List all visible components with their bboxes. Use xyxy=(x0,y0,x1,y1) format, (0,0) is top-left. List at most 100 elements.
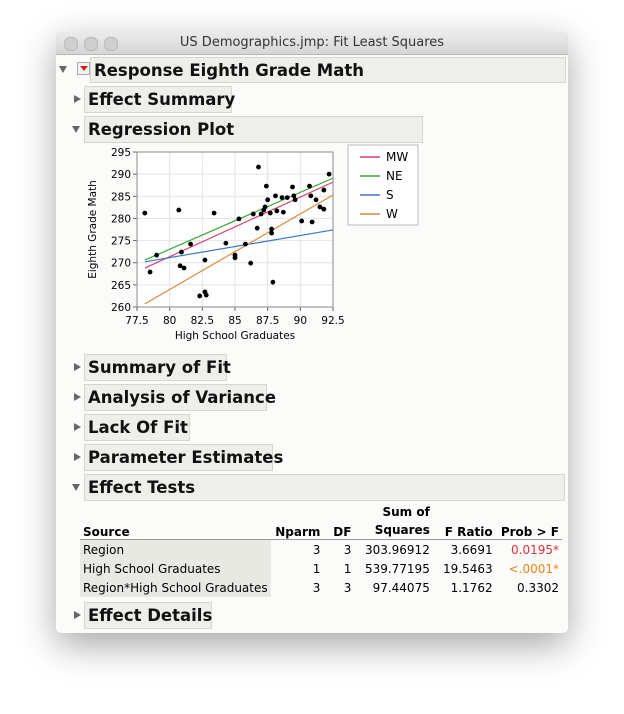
disclosure-triangle[interactable] xyxy=(74,363,81,371)
data-point xyxy=(236,216,242,222)
data-point xyxy=(267,210,273,216)
x-tick-label: 80 xyxy=(163,315,176,327)
data-point xyxy=(269,230,274,236)
minimize-button[interactable] xyxy=(84,37,98,51)
column-header: Source xyxy=(80,503,271,540)
data-point xyxy=(279,195,285,201)
data-point xyxy=(250,211,256,217)
y-axis-label: Eighth Grade Math xyxy=(87,180,99,279)
section-header[interactable]: Summary of Fit xyxy=(84,354,231,381)
x-tick-label: 85 xyxy=(228,315,241,327)
table-cell: 1 xyxy=(312,561,321,576)
data-point xyxy=(258,211,264,217)
data-point xyxy=(273,193,278,199)
data-point xyxy=(202,257,208,263)
data-point xyxy=(317,204,323,210)
table-row: Region 3 3 303.96912 3.6691 0.0195* xyxy=(80,539,562,559)
disclosure-triangle[interactable] xyxy=(74,453,81,461)
data-point xyxy=(197,293,203,299)
table-cell: 3 xyxy=(343,580,352,595)
data-point xyxy=(280,209,286,215)
data-point xyxy=(256,164,261,170)
data-point xyxy=(263,183,269,189)
disclosure-triangle[interactable] xyxy=(72,126,80,133)
data-point xyxy=(248,260,254,266)
section-header[interactable]: Lack Of Fit xyxy=(84,414,190,441)
table-row: High School Graduates 1 1 539.77195 19.5463 <… xyxy=(80,559,562,578)
data-point xyxy=(188,241,193,247)
disclosure-triangle[interactable] xyxy=(72,484,80,491)
data-point xyxy=(203,292,209,298)
data-point xyxy=(232,255,238,261)
legend-label: NE xyxy=(386,169,403,183)
y-tick-label: 260 xyxy=(111,302,131,314)
data-point xyxy=(142,210,148,216)
data-point xyxy=(179,249,184,255)
data-point xyxy=(299,218,305,224)
section-header[interactable]: Effect Summary xyxy=(84,86,235,113)
y-tick-label: 285 xyxy=(111,191,131,203)
data-point xyxy=(211,210,217,216)
column-header: DF xyxy=(323,503,355,540)
close-button[interactable] xyxy=(64,37,78,51)
plot-border xyxy=(136,151,334,308)
data-point xyxy=(308,193,314,199)
data-point xyxy=(313,197,319,203)
data-point xyxy=(321,206,327,212)
data-point xyxy=(223,240,229,246)
legend-label: MW xyxy=(386,150,408,164)
x-axis-label: High School Graduates xyxy=(175,330,295,342)
disclosure-triangle[interactable] xyxy=(74,423,81,431)
report-title: Response Eighth Grade Math xyxy=(90,57,566,83)
x-tick-label: 92.5 xyxy=(321,315,344,327)
x-tick-label: 82.5 xyxy=(191,315,214,327)
table-cell: <.0001* xyxy=(508,561,559,576)
legend-label: W xyxy=(386,207,398,221)
data-point xyxy=(291,193,297,199)
legend xyxy=(347,144,419,226)
section-header[interactable]: Effect Details xyxy=(84,602,212,629)
red-triangle xyxy=(80,66,88,71)
disclosure-triangle[interactable] xyxy=(74,95,81,103)
column-header: Prob > F xyxy=(495,503,562,540)
regression-plot: 260 265 270 275 280 285 290 295 77.5 80 82.5 85 87.5… xyxy=(87,144,419,342)
disclosure-triangle[interactable] xyxy=(59,66,67,73)
y-tick-label: 290 xyxy=(111,169,131,181)
x-tick-label: 87.5 xyxy=(256,315,279,327)
table-cell: Region*High School Graduates xyxy=(80,578,271,597)
table-cell: High School Graduates xyxy=(80,559,271,578)
section-header[interactable]: Parameter Estimates xyxy=(84,444,283,471)
disclosure-triangle[interactable] xyxy=(74,611,81,619)
y-tick-label: 275 xyxy=(111,236,131,248)
table-cell: 97.44075 xyxy=(372,580,430,595)
y-tick-label: 295 xyxy=(111,147,131,159)
fit-line xyxy=(144,194,334,305)
table-cell: 1.1762 xyxy=(450,580,493,595)
table-cell: 3 xyxy=(343,542,352,557)
section-header[interactable]: Effect Tests xyxy=(84,474,565,501)
data-point xyxy=(147,269,153,275)
section-header[interactable]: Regression Plot xyxy=(84,116,423,143)
data-point xyxy=(254,225,260,231)
data-point xyxy=(262,204,268,210)
data-point xyxy=(177,263,183,269)
y-tick-label: 270 xyxy=(111,258,131,270)
data-point xyxy=(269,226,274,232)
table-cell: 19.5463 xyxy=(442,561,493,576)
data-point xyxy=(181,265,187,271)
table-row: Region*High School Graduates 3 3 97.44075 1.… xyxy=(80,578,562,597)
y-tick-label: 265 xyxy=(111,280,131,292)
section-header[interactable]: Analysis of Variance xyxy=(84,384,276,411)
zoom-button[interactable] xyxy=(104,37,118,51)
header-row: Source Nparm DF Sum of Squares F Ratio Prob >… xyxy=(80,503,562,540)
fit-line xyxy=(144,229,334,263)
legend-label: S xyxy=(386,188,394,202)
data-point xyxy=(309,219,315,225)
disclosure-triangle[interactable] xyxy=(74,393,81,401)
window-title: US Demographics.jmp: Fit Least Squares xyxy=(179,35,445,50)
data-point xyxy=(270,279,276,285)
data-point xyxy=(307,183,312,189)
data-point xyxy=(321,187,327,193)
